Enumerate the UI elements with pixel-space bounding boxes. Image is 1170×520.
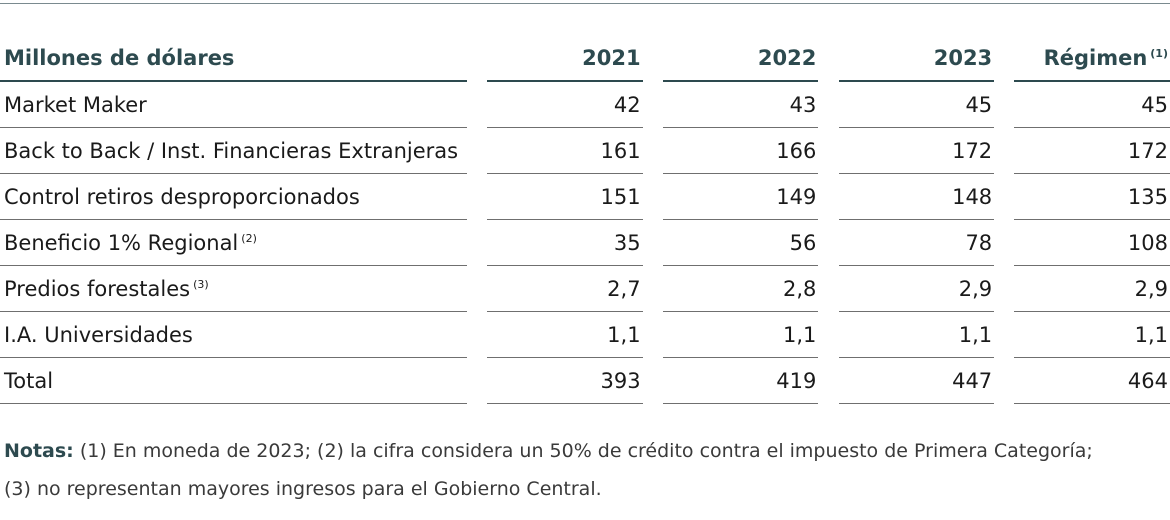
cell-regimen: 1,1 bbox=[1014, 312, 1170, 358]
cell-regimen: 464 bbox=[1014, 358, 1170, 404]
cell-2022: 43 bbox=[662, 82, 819, 128]
row-label-cell: I.A. Universidades bbox=[0, 312, 467, 358]
cell-2022: 419 bbox=[662, 358, 819, 404]
notes: Notas: (1) En moneda de 2023; (2) la cif… bbox=[4, 432, 1164, 508]
table-row: Back to Back / Inst. Financieras Extranj… bbox=[0, 128, 1170, 174]
row-label-cell: Market Maker bbox=[0, 82, 467, 128]
cell-2021: 35 bbox=[486, 220, 643, 266]
row-label-cell: Total bbox=[0, 358, 467, 404]
row-footnote-ref: (2) bbox=[241, 231, 257, 245]
table-row: Market Maker 42 43 45 45 bbox=[0, 82, 1170, 128]
data-table: Millones de dólares 2021 2022 2023 Régim… bbox=[0, 36, 1170, 404]
header-regimen-text: Régimen bbox=[1043, 46, 1148, 70]
cell-2023: 2,9 bbox=[838, 266, 995, 312]
cell-2022: 56 bbox=[662, 220, 819, 266]
header-2021: 2021 bbox=[486, 36, 643, 82]
table-row: Control retiros desproporcionados 151 149 1… bbox=[0, 174, 1170, 220]
cell-2022: 149 bbox=[662, 174, 819, 220]
cell-regimen: 45 bbox=[1014, 82, 1170, 128]
cell-2023: 1,1 bbox=[838, 312, 995, 358]
cell-2023: 447 bbox=[838, 358, 995, 404]
cell-2022: 166 bbox=[662, 128, 819, 174]
row-label-cell: Control retiros desproporcionados bbox=[0, 174, 467, 220]
cell-2021: 161 bbox=[486, 128, 643, 174]
header-label: Millones de dólares bbox=[0, 36, 467, 82]
cell-2021: 151 bbox=[486, 174, 643, 220]
table-header-row: Millones de dólares 2021 2022 2023 Régim… bbox=[0, 36, 1170, 82]
table-row: Total 393 419 447 464 bbox=[0, 358, 1170, 404]
row-label: Beneficio 1% Regional bbox=[4, 230, 239, 255]
cell-2021: 393 bbox=[486, 358, 643, 404]
header-2023: 2023 bbox=[838, 36, 995, 82]
notes-line-1: Notas: (1) En moneda de 2023; (2) la cif… bbox=[4, 432, 1164, 470]
notes-label: Notas: bbox=[4, 440, 74, 462]
row-label-cell: Back to Back / Inst. Financieras Extranj… bbox=[0, 128, 467, 174]
header-2022: 2022 bbox=[662, 36, 819, 82]
notes-line-2: (3) no representan mayores ingresos para… bbox=[4, 478, 602, 500]
cell-2021: 42 bbox=[486, 82, 643, 128]
row-label-cell: Beneficio 1% Regional (2) bbox=[0, 220, 467, 266]
row-label: Market Maker bbox=[4, 92, 147, 117]
cell-regimen: 172 bbox=[1014, 128, 1170, 174]
table-row: I.A. Universidades 1,1 1,1 1,1 1,1 bbox=[0, 312, 1170, 358]
row-label: Predios forestales bbox=[4, 276, 191, 301]
cell-regimen: 108 bbox=[1014, 220, 1170, 266]
header-regimen: Régimen (1) bbox=[1014, 36, 1170, 82]
cell-2022: 1,1 bbox=[662, 312, 819, 358]
cell-2023: 45 bbox=[838, 82, 995, 128]
header-regimen-note: (1) bbox=[1150, 47, 1168, 60]
cell-2021: 2,7 bbox=[486, 266, 643, 312]
cell-regimen: 135 bbox=[1014, 174, 1170, 220]
cell-2021: 1,1 bbox=[486, 312, 643, 358]
cell-2023: 172 bbox=[838, 128, 995, 174]
top-rule bbox=[0, 3, 1170, 4]
table-row: Beneficio 1% Regional (2) 35 56 78 108 bbox=[0, 220, 1170, 266]
row-label: Control retiros desproporcionados bbox=[4, 184, 360, 209]
cell-2023: 148 bbox=[838, 174, 995, 220]
row-label-cell: Predios forestales (3) bbox=[0, 266, 467, 312]
row-footnote-ref: (3) bbox=[193, 277, 209, 291]
row-label: I.A. Universidades bbox=[4, 322, 193, 347]
table-row: Predios forestales (3) 2,7 2,8 2,9 2,9 bbox=[0, 266, 1170, 312]
cell-2022: 2,8 bbox=[662, 266, 819, 312]
notes-text-1: (1) En moneda de 2023; (2) la cifra cons… bbox=[79, 440, 1093, 462]
cell-2023: 78 bbox=[838, 220, 995, 266]
row-label: Back to Back / Inst. Financieras Extranj… bbox=[4, 138, 459, 163]
cell-regimen: 2,9 bbox=[1014, 266, 1170, 312]
row-label: Total bbox=[4, 368, 54, 393]
